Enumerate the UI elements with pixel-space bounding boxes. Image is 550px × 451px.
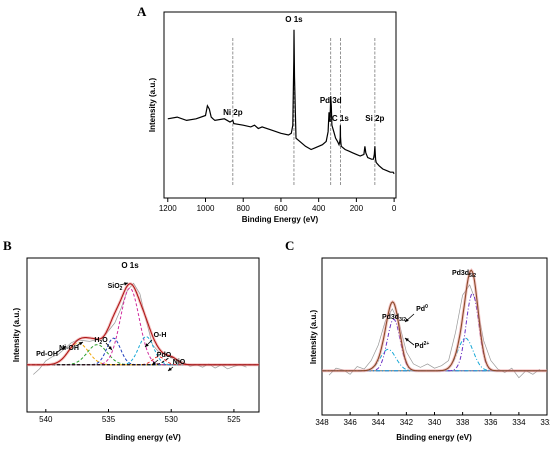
envelope-curve [322,268,547,373]
tick-label: 338 [456,418,470,427]
panel-c-y-axis-title: Intensity (a.u.) [309,310,318,365]
component-curve [322,318,547,372]
panel-b-plot-area [27,282,259,375]
tick-label: 525 [227,415,241,424]
panel-a-tick-label: 200 [350,204,364,213]
panel-a-x-ticks: 1200 1000 800 600 400 200 0 [159,198,397,213]
panel-b-title: O 1s [121,261,139,270]
panel-a-tick-label: 1200 [159,204,177,213]
component-curve [322,337,547,372]
label-arrowhead [79,342,83,346]
tick-label: 336 [484,418,498,427]
tick-label: 540 [39,415,53,424]
tick-label: 348 [315,418,329,427]
panel-c-plot-area [322,268,547,379]
component-label: Pd2+ [415,341,430,350]
panel-a-tick-label: 600 [274,204,288,213]
panel-c-pd3d-spectrum: C 348346344342340338336334332 Pd3d3/2Pd3… [285,238,550,442]
label-arrowhead [145,343,149,347]
panel-a-y-axis-title: Intensity (a.u.) [148,78,157,133]
panel-a-survey-spectrum: A 1200 1000 800 600 400 200 0 O 1s Pd 3d C 1s Si … [137,4,397,224]
label-arrowhead [405,338,409,342]
panel-a-peak-label: Si 2p [365,114,384,123]
fit-curve [27,283,259,366]
label-arrowhead [152,361,156,365]
panel-a-tick-label: 800 [237,204,251,213]
fit-curve [322,269,547,372]
label-arrowhead [124,282,128,286]
panel-a-tick-label: 0 [392,204,397,213]
panel-a-spectrum-line [167,29,395,175]
component-curve [27,336,259,366]
panel-a-peak-label: Ni 2p [223,108,243,117]
tick-label: 346 [343,418,357,427]
panel-a-peak-label: O 1s [285,15,303,24]
component-label: Pd3d5/2 [452,270,476,279]
panel-a-tick-label: 1000 [197,204,215,213]
panel-c-component-labels: Pd3d3/2 Pd3d5/2 Pd0 Pd2+ [382,270,476,350]
panel-b-y-axis-title: Intensity (a.u.) [12,308,21,363]
panel-b-frame [26,257,260,413]
tick-label: 332 [540,418,550,427]
component-label: Pd-OH [36,351,58,358]
component-label: Pd3d3/2 [382,314,406,323]
panel-c-x-axis-title: Binding energy (eV) [396,433,472,442]
label-arrowhead [405,318,409,322]
panel-b-letter: B [3,238,12,253]
tick-label: 535 [102,415,116,424]
raw-data-line [328,284,541,379]
component-label: Pd0 [416,304,428,313]
raw-data-line [33,282,247,375]
component-label: PdO [157,352,172,359]
tick-label: 342 [400,418,414,427]
panel-c-letter: C [285,238,294,253]
label-arrowhead [108,346,112,350]
panel-a-peak-markers [232,38,376,186]
component-curve [322,292,547,372]
panel-c-frame [321,257,548,416]
component-label: Ni-OH [59,345,79,352]
component-label: NiO [173,359,186,366]
panel-a-peak-labels: O 1s Pd 3d C 1s Si 2p Ni 2p [223,15,384,123]
component-label: H2O [94,337,108,346]
component-label: SiO2 [108,283,123,292]
panel-b-x-axis-title: Binding energy (eV) [105,433,181,442]
label-arrowhead [62,346,66,350]
panel-a-letter: A [137,4,147,19]
label-arrowhead [168,367,172,371]
panel-a-peak-label: C 1s [332,114,349,123]
component-label: O-H [154,332,167,339]
panel-a-tick-label: 400 [312,204,326,213]
tick-label: 334 [512,418,526,427]
panel-a-x-axis-title: Binding Energy (eV) [242,215,319,224]
panel-c-x-ticks: 348 346 344 342 340 338 336 334 332 [315,412,550,427]
tick-label: 344 [372,418,386,427]
panel-b-x-ticks: 540 535 530 525 [39,409,241,424]
tick-label: 530 [165,415,179,424]
envelope-curve [27,282,259,367]
panel-a-frame [163,11,397,199]
tick-label: 340 [428,418,442,427]
component-curve [27,287,259,366]
panel-a-peak-label: Pd 3d [320,96,342,105]
